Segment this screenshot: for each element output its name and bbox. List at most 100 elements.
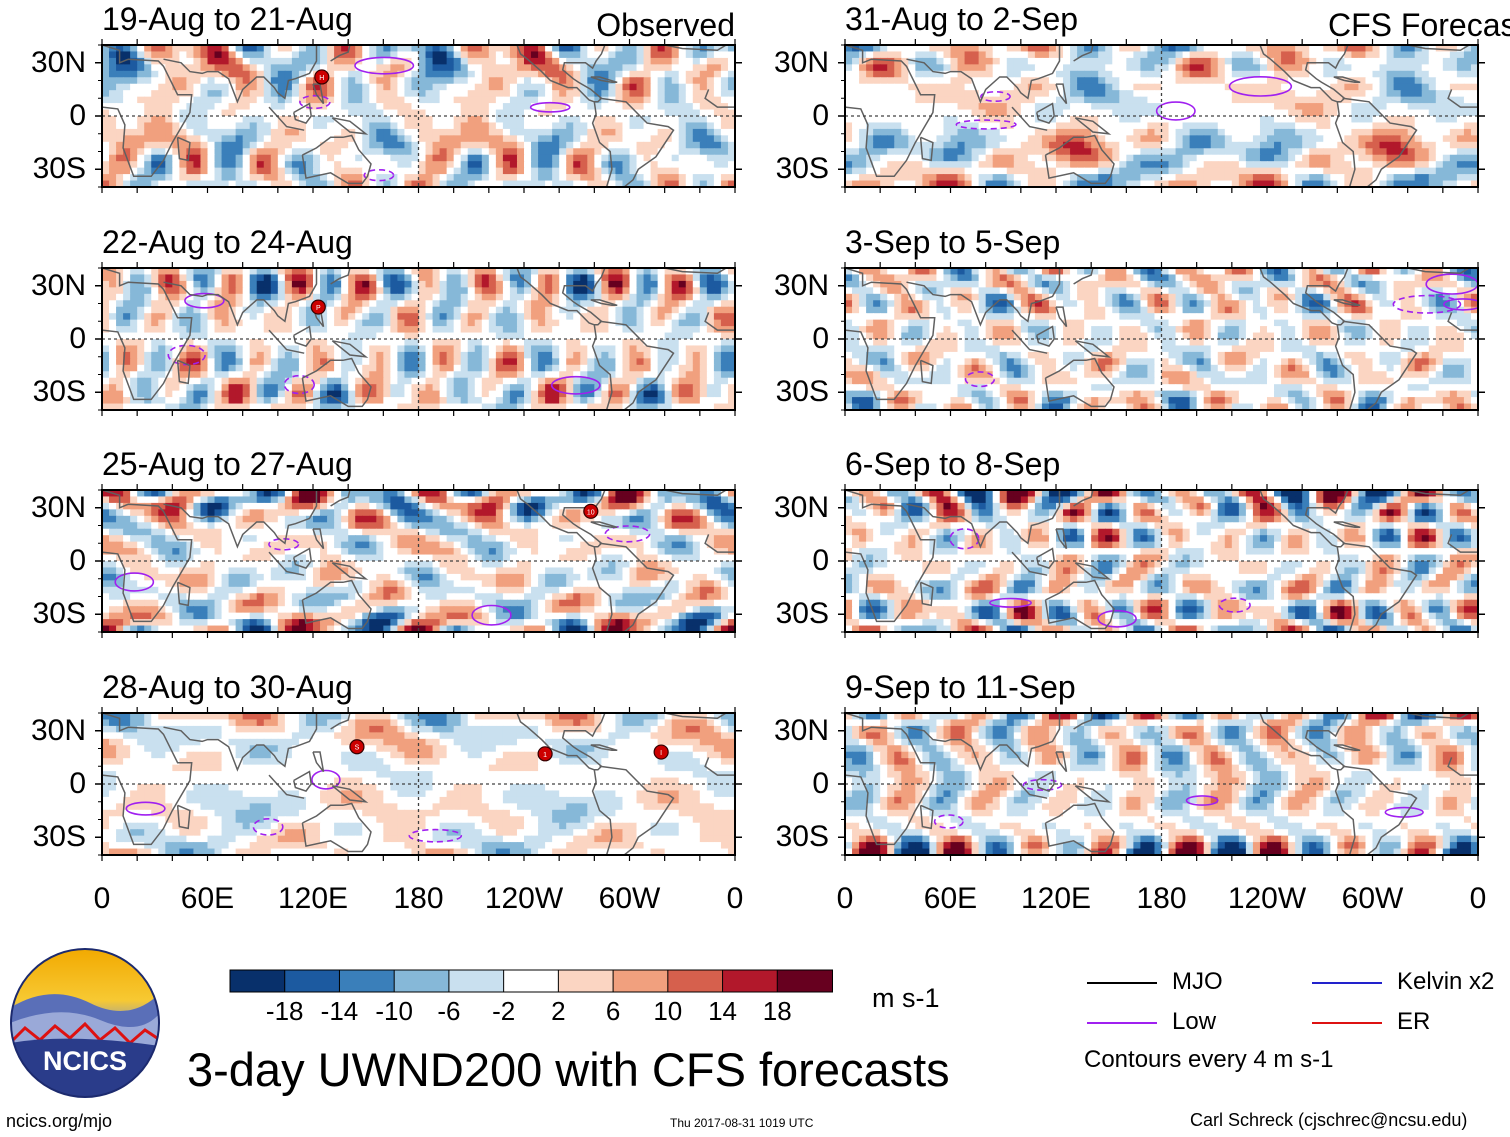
field-cell	[397, 148, 406, 156]
field-cell	[439, 541, 448, 549]
field-cell	[432, 64, 441, 72]
field-cell	[130, 103, 138, 111]
field-cell	[263, 502, 272, 510]
field-cell	[376, 496, 384, 504]
field-cell	[425, 345, 434, 353]
field-cell	[228, 364, 237, 372]
field-cell	[172, 313, 180, 321]
field-cell	[622, 174, 631, 182]
field-cell	[228, 57, 237, 65]
field-cell	[256, 287, 265, 295]
field-cell	[643, 358, 652, 366]
field-cell	[685, 319, 694, 327]
field-cell	[474, 274, 483, 282]
field-cell	[474, 287, 483, 295]
field-cell	[488, 135, 497, 143]
field-cell	[706, 268, 715, 276]
field-cell	[109, 161, 117, 169]
field-cell	[650, 274, 659, 282]
field-cell	[327, 90, 335, 98]
field-cell	[327, 103, 335, 111]
field-cell	[341, 522, 349, 530]
borneo-coast	[292, 102, 312, 124]
field-cell	[193, 45, 202, 53]
field-cell	[636, 332, 645, 340]
field-cell	[573, 109, 581, 117]
field-cell	[179, 502, 187, 510]
field-cell	[671, 57, 680, 65]
field-cell	[376, 90, 384, 98]
field-cell	[221, 293, 230, 301]
field-cell	[615, 522, 624, 530]
field-cell	[397, 116, 406, 124]
field-cell	[643, 141, 652, 149]
field-cell	[235, 364, 244, 372]
field-cell	[270, 377, 279, 385]
field-cell	[636, 326, 645, 334]
field-cell	[516, 397, 525, 405]
field-cell	[130, 45, 138, 53]
field-cell	[587, 90, 595, 98]
field-cell	[305, 300, 314, 308]
field-cell	[460, 384, 469, 392]
field-cell	[334, 319, 342, 327]
field-cell	[657, 109, 666, 117]
north-america-coast	[516, 268, 606, 326]
field-cell	[291, 128, 300, 136]
field-cell	[685, 174, 694, 182]
field-cell	[256, 45, 265, 53]
field-cell	[214, 306, 223, 314]
field-cell	[524, 122, 532, 130]
field-cell	[636, 313, 645, 321]
field-cell	[720, 122, 729, 130]
field-cell	[594, 90, 602, 98]
field-cell	[341, 45, 349, 53]
field-cell	[559, 390, 567, 398]
field-cell	[692, 528, 701, 536]
field-cell	[636, 90, 645, 98]
field-cell	[207, 180, 216, 187]
field-cell	[488, 403, 497, 410]
field-cell	[580, 384, 588, 392]
field-cell	[664, 268, 673, 276]
field-cell	[425, 148, 434, 156]
field-cell	[509, 148, 518, 156]
field-cell	[650, 509, 659, 517]
field-cell	[425, 377, 434, 385]
field-cell	[348, 522, 356, 530]
field-cell	[172, 358, 180, 366]
field-cell	[242, 268, 251, 276]
field-cell	[699, 535, 708, 543]
field-cell	[685, 287, 694, 295]
field-cell	[418, 64, 427, 72]
field-cell	[531, 306, 539, 314]
field-cell	[425, 541, 434, 549]
field-cell	[446, 135, 455, 143]
field-cell	[432, 287, 441, 295]
field-cell	[200, 313, 209, 321]
field-cell	[102, 135, 110, 143]
field-cell	[137, 541, 145, 549]
field-cell	[727, 180, 735, 187]
field-cell	[397, 371, 406, 379]
field-cell	[502, 274, 511, 282]
field-cell	[601, 96, 609, 104]
field-cell	[531, 345, 539, 353]
field-cell	[123, 541, 131, 549]
field-cell	[608, 351, 617, 359]
field-cell	[488, 103, 497, 111]
field-cell	[137, 51, 145, 59]
field-cell	[657, 116, 666, 124]
field-cell	[165, 548, 173, 556]
field-cell	[102, 116, 110, 124]
field-cell	[263, 339, 272, 347]
field-cell	[256, 180, 265, 187]
field-cell	[439, 57, 448, 65]
field-cell	[446, 326, 455, 334]
field-cell	[263, 509, 272, 517]
field-cell	[664, 167, 673, 175]
field-cell	[516, 332, 525, 340]
field-cell	[130, 319, 138, 327]
field-cell	[650, 45, 659, 53]
field-cell	[214, 83, 223, 91]
